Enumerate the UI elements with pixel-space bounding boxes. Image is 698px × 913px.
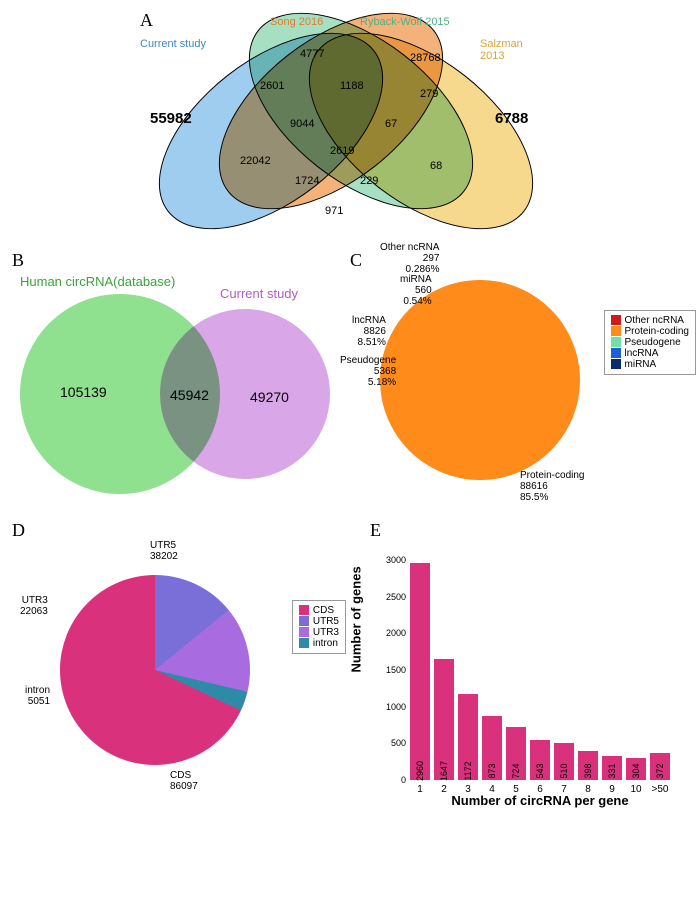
venn-a-cssal: 229: [360, 175, 378, 187]
bar: 5107: [554, 743, 574, 780]
bar: 5436: [530, 740, 550, 780]
pie-c-label-pseudo: Pseudogene 5368 5.18%: [340, 355, 396, 388]
venn-title-song: Song 2016: [270, 16, 323, 28]
pie-c-label-mirna: miRNA 560 0.54%: [400, 274, 432, 307]
pie-d: [60, 575, 250, 765]
venn-a-only-salzman: 6788: [495, 110, 528, 127]
venn-a-only-song: 4777: [300, 48, 324, 60]
venn-a-all4: 2619: [330, 145, 354, 157]
panel-b-label: B: [12, 250, 24, 271]
y-tick: 0: [401, 775, 406, 785]
panel-d-label: D: [12, 520, 25, 541]
pie-d-label-utr3: UTR322063: [20, 595, 48, 617]
pie-c-label-other: Other ncRNA 297 0.286%: [380, 242, 439, 275]
venn-title-ryback: Ryback-Wolf 2015: [360, 16, 450, 28]
bar: 30410: [626, 758, 646, 780]
venn-b-title-right: Current study: [220, 286, 298, 301]
bar: 3988: [578, 751, 598, 780]
panel-c-label: C: [350, 250, 362, 271]
bar: 29601: [410, 563, 430, 780]
bar-e-ylabel: Number of genes: [349, 566, 364, 672]
bar: 16472: [434, 659, 454, 780]
bar: 3319: [602, 756, 622, 780]
venn-a-cr: 22042: [240, 155, 271, 167]
bar: 372>50: [650, 753, 670, 780]
bar-e-xlabel: Number of circRNA per gene: [410, 793, 670, 808]
bar: 8734: [482, 716, 502, 780]
y-tick: 3000: [386, 555, 406, 565]
pie-d-label-intron: intron5051: [25, 685, 50, 707]
legend-item: UTR5: [299, 616, 339, 627]
legend-c: Other ncRNAProtein-codingPseudogenelncRN…: [604, 310, 696, 375]
venn-title-salzman: Salzman 2013: [480, 38, 550, 62]
bar-chart-e: 0 500 1000 1500 2000 2500 3000 296011647211723…: [360, 540, 680, 810]
legend-item: Other ncRNA: [611, 315, 689, 326]
y-tick: 1500: [386, 665, 406, 675]
venn-b-left-val: 105139: [60, 384, 107, 400]
y-tick: 2500: [386, 592, 406, 602]
pie-d-label-utr5: UTR538202: [150, 540, 178, 562]
legend-item: intron: [299, 638, 339, 649]
legend-item: Protein-coding: [611, 326, 689, 337]
venn2-diagram: Human circRNA(database) Current study 10…: [20, 274, 350, 504]
venn-b-title-left: Human circRNA(database): [20, 274, 175, 289]
venn-b-right-val: 49270: [250, 389, 289, 405]
legend-item: CDS: [299, 605, 339, 616]
legend-d: CDSUTR5UTR3intron: [292, 600, 346, 654]
venn4-diagram: Current study Song 2016 Ryback-Wolf 2015…: [130, 10, 550, 230]
y-tick: 500: [391, 738, 406, 748]
pie-d-label-cds: CDS86097: [170, 770, 198, 792]
venn-a-cs: 2601: [260, 80, 284, 92]
legend-item: UTR3: [299, 627, 339, 638]
pie-c-label-protein: Protein-coding 88616 85.5%: [520, 470, 584, 503]
venn-a-ssal: 68: [430, 160, 442, 172]
venn-b-overlap-val: 45942: [170, 387, 209, 403]
venn-a-rsal: 279: [420, 88, 438, 100]
y-tick: 2000: [386, 628, 406, 638]
bar: 7245: [506, 727, 526, 780]
pie-c: [380, 280, 580, 480]
venn-a-only-ryback: 28768: [410, 52, 441, 64]
legend-item: lncRNA: [611, 348, 689, 359]
venn-a-sr: 1188: [340, 80, 364, 92]
venn-a-srsal: 67: [385, 118, 397, 130]
legend-item: miRNA: [611, 359, 689, 370]
panel-e-label: E: [370, 520, 381, 541]
venn-a-crsal: 1724: [295, 175, 319, 187]
y-tick: 1000: [386, 702, 406, 712]
bar: 11723: [458, 694, 478, 780]
venn-title-current: Current study: [140, 38, 206, 50]
pie-c-label-lnc: lncRNA 8826 8.51%: [352, 315, 386, 348]
legend-item: Pseudogene: [611, 337, 689, 348]
venn-a-only-current: 55982: [150, 110, 192, 127]
venn-a-csal: 971: [325, 205, 343, 217]
venn-a-csr: 9044: [290, 118, 314, 130]
